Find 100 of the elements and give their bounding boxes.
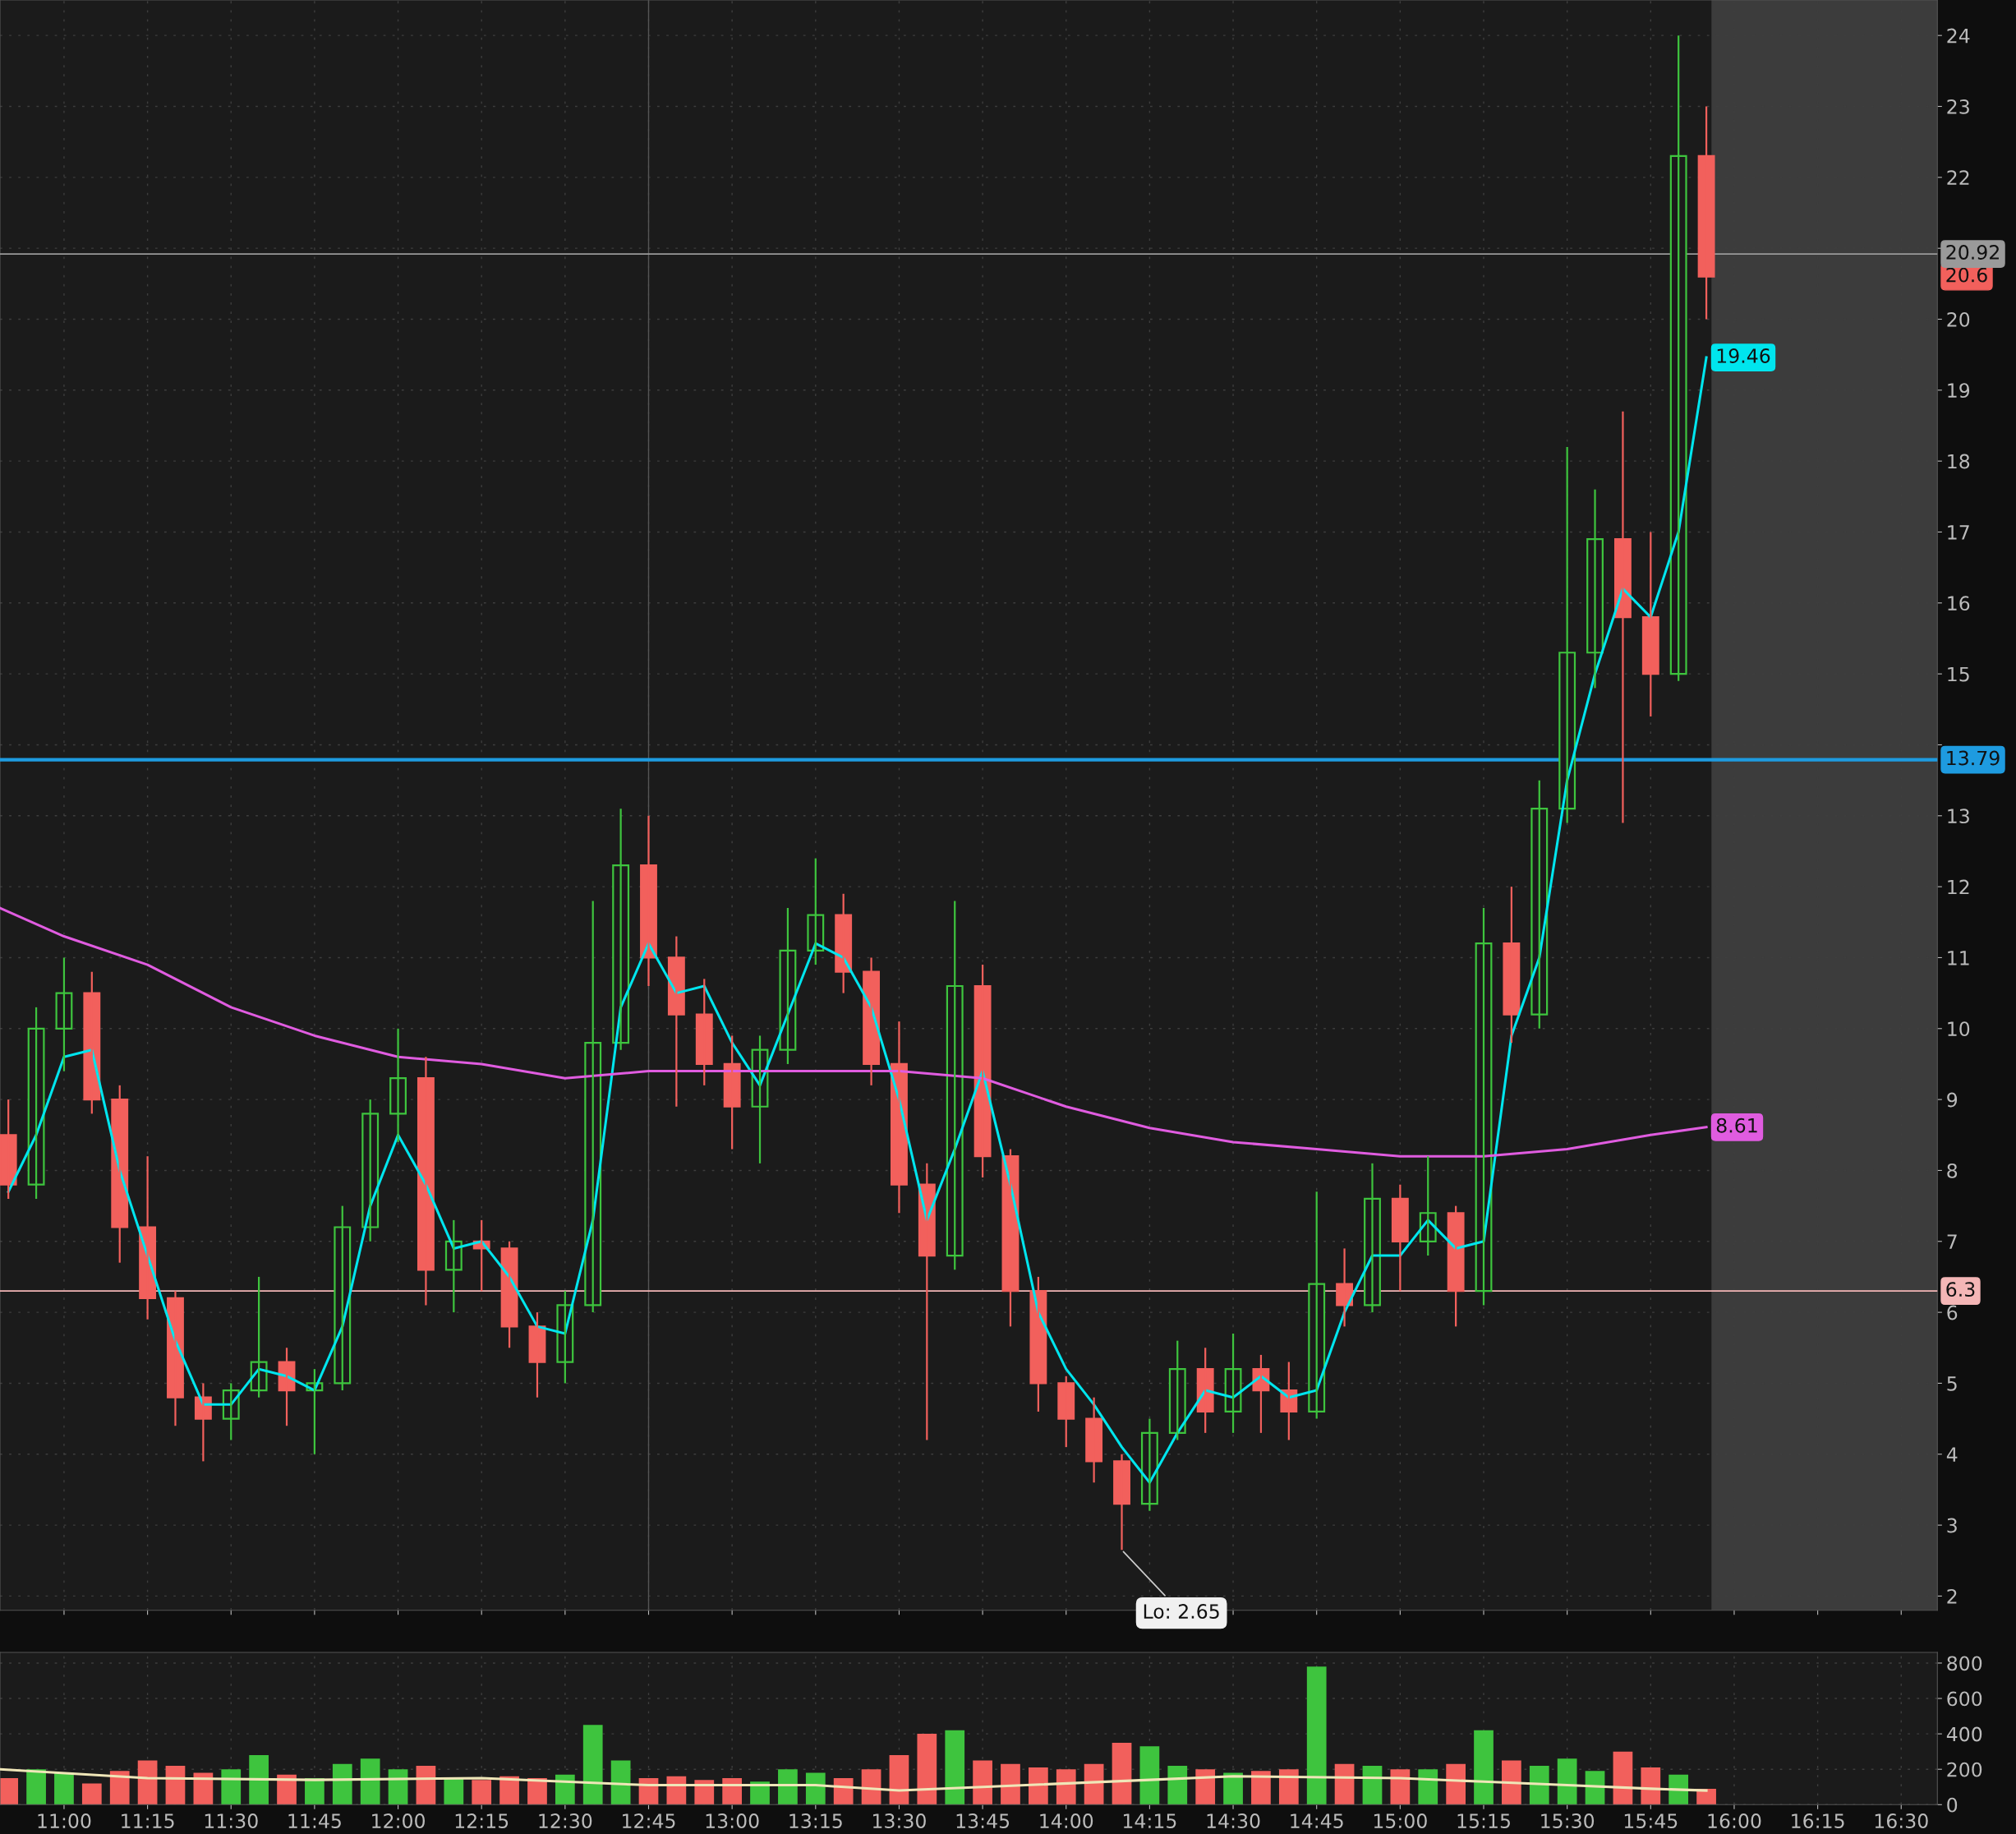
y-tick-label: 4 — [1946, 1447, 1958, 1462]
bar — [1613, 1751, 1633, 1805]
bar — [527, 1777, 547, 1805]
bar — [833, 1777, 854, 1805]
bar — [1278, 1769, 1299, 1805]
bar — [472, 1780, 492, 1805]
bar — [1139, 1746, 1160, 1805]
ref-line-label: 6.3 — [1946, 1282, 1975, 1297]
bar — [1251, 1771, 1271, 1805]
x-tick-label: 15:15 — [1457, 1813, 1510, 1828]
candlestick — [1057, 1375, 1075, 1449]
data-label: 8.61 — [1716, 1117, 1757, 1133]
x-tick-label: 15:00 — [1374, 1813, 1427, 1828]
y-tick-label: 13 — [1948, 809, 1969, 824]
y-tick-label: 10 — [1948, 1021, 1970, 1037]
y-tick-label: 5 — [1947, 1376, 1957, 1391]
bar — [109, 1771, 130, 1805]
data-label: 19.46 — [1717, 348, 1770, 363]
x-tick-label: 16:15 — [1792, 1813, 1844, 1828]
x-tick-label: 14:30 — [1207, 1813, 1260, 1828]
line-series — [7, 356, 1708, 1484]
bar — [444, 1777, 464, 1805]
x-tick-label: 11:30 — [205, 1813, 258, 1828]
y-tick-label: 19 — [1948, 383, 1970, 399]
bar — [1195, 1769, 1216, 1805]
bar — [1167, 1765, 1188, 1805]
bar — [1474, 1730, 1494, 1805]
y-tick-label: 20 — [1947, 311, 1970, 327]
x-tick-label: 13:30 — [873, 1813, 926, 1828]
bar — [694, 1780, 715, 1805]
x-tick-label: 12:45 — [623, 1813, 675, 1828]
y-tick-label: 200 — [1947, 1762, 1982, 1777]
bar — [1557, 1758, 1577, 1805]
y-tick-label: 23 — [1947, 99, 1969, 114]
bar — [1084, 1763, 1104, 1805]
x-tick-label: 11:15 — [122, 1813, 174, 1828]
bar — [1668, 1774, 1689, 1805]
bar — [137, 1760, 158, 1805]
y-tick-label: 0 — [1947, 1797, 1958, 1813]
x-tick-label: 13:00 — [706, 1813, 759, 1828]
x-tick-label: 14:45 — [1291, 1813, 1343, 1828]
bar — [805, 1772, 826, 1805]
bar — [1001, 1763, 1020, 1805]
bar — [1362, 1765, 1383, 1805]
y-tick-label: 8 — [1947, 1163, 1958, 1178]
bar — [778, 1769, 798, 1805]
candlestick — [1503, 886, 1521, 1044]
bar — [1029, 1767, 1048, 1805]
candlestick — [695, 978, 713, 1086]
y-tick-label: 400 — [1946, 1726, 1982, 1742]
line-series — [0, 1767, 1708, 1792]
bar — [305, 1777, 324, 1805]
bar — [221, 1769, 242, 1805]
bar — [1223, 1772, 1243, 1805]
bar — [1056, 1769, 1076, 1805]
bar — [610, 1760, 631, 1805]
x-tick-label: 12:15 — [455, 1813, 509, 1828]
bar — [249, 1754, 269, 1805]
bar — [1529, 1765, 1549, 1805]
bar — [1418, 1769, 1438, 1805]
candlestick — [1697, 105, 1715, 320]
bar — [1334, 1763, 1355, 1805]
bar — [973, 1760, 992, 1805]
text: 20.6 — [1946, 267, 1987, 283]
bar — [1112, 1742, 1132, 1805]
candlestick — [1085, 1396, 1103, 1484]
bar — [332, 1763, 352, 1805]
bar — [416, 1765, 436, 1805]
y-tick-label: 22 — [1947, 170, 1969, 185]
bar — [889, 1754, 909, 1805]
ref-line-label: 20.92 — [1946, 245, 1999, 260]
bar — [582, 1725, 603, 1805]
bar — [861, 1769, 881, 1805]
y-tick-label: 15 — [1948, 666, 1969, 682]
bar — [555, 1774, 575, 1805]
line-series — [0, 906, 1708, 1158]
y-tick-label: 2 — [1947, 1588, 1957, 1604]
bar — [54, 1772, 74, 1805]
bar — [1502, 1760, 1521, 1805]
x-tick-label: 13:15 — [789, 1813, 842, 1828]
y-tick-label: 16 — [1948, 596, 1970, 611]
bar — [1306, 1666, 1327, 1805]
x-tick-label: 13:45 — [956, 1813, 1010, 1828]
y-tick-label: 11 — [1948, 951, 1969, 965]
y-tick-label: 17 — [1948, 525, 1969, 540]
y-tick-label: 600 — [1947, 1691, 1982, 1707]
bar — [1446, 1763, 1466, 1805]
bar — [945, 1730, 965, 1805]
y-tick-label: 6 — [1947, 1305, 1958, 1320]
bar — [1390, 1769, 1411, 1805]
x-tick-label: 16:30 — [1875, 1813, 1928, 1828]
bar — [26, 1769, 46, 1805]
x-tick-label: 16:00 — [1708, 1813, 1761, 1828]
annotation: Lo: 2.65 — [1144, 1604, 1219, 1619]
x-tick-label: 11:00 — [38, 1813, 91, 1828]
bar — [165, 1765, 186, 1805]
y-tick-label: 9 — [1947, 1092, 1958, 1108]
bar — [1585, 1771, 1605, 1805]
bar — [360, 1758, 380, 1805]
candlestick — [1641, 531, 1659, 718]
